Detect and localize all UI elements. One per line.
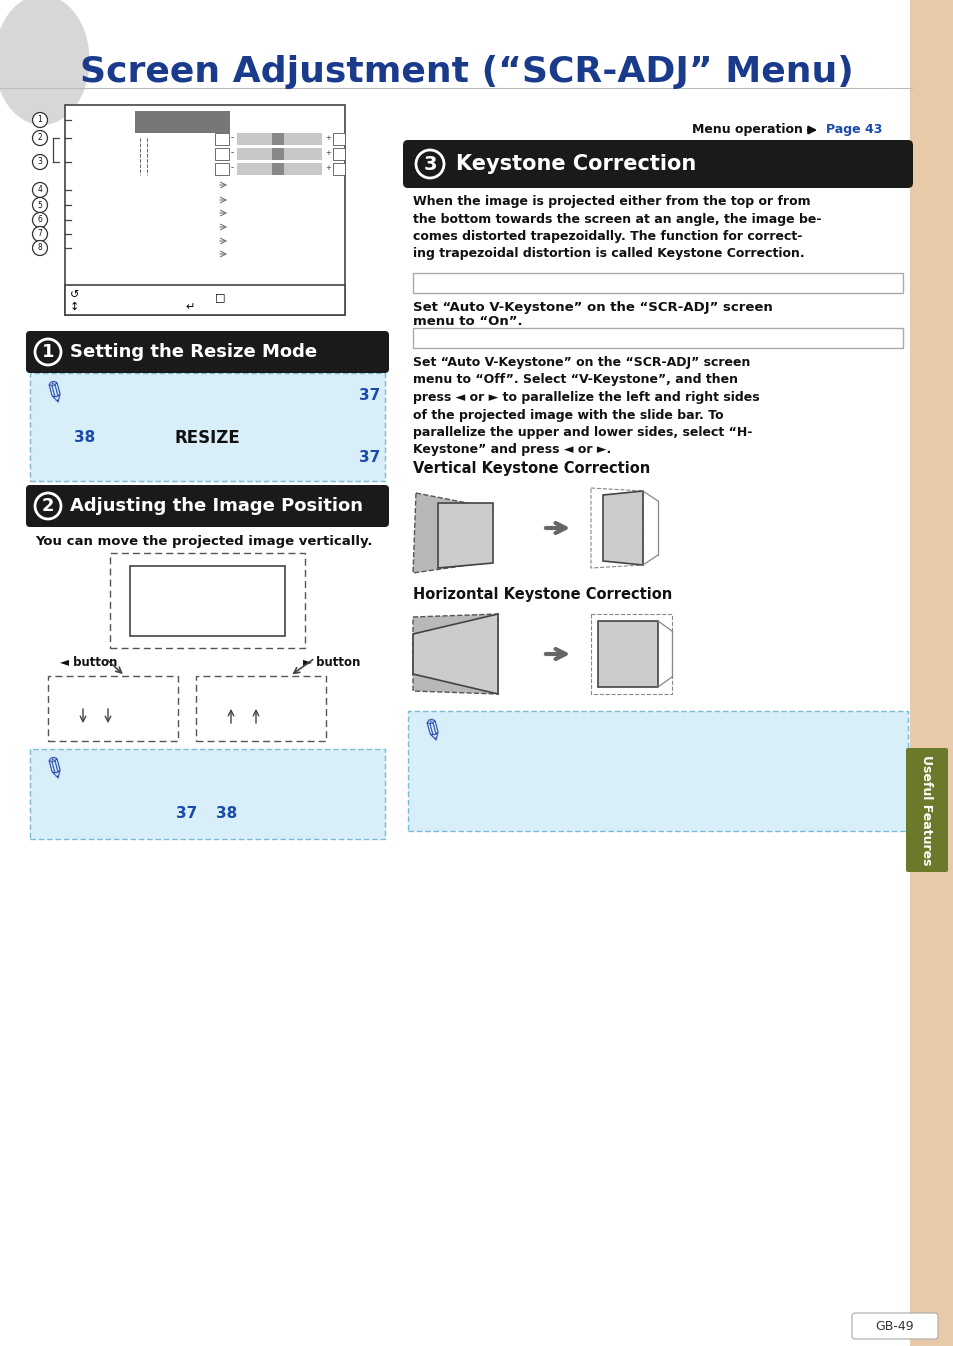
Text: Menu operation: Menu operation bbox=[691, 124, 802, 136]
Bar bbox=[408, 711, 907, 830]
Bar bbox=[909, 0, 953, 1346]
Bar bbox=[65, 285, 345, 315]
Text: Adjusting the Image Position: Adjusting the Image Position bbox=[70, 497, 363, 516]
Circle shape bbox=[416, 149, 443, 178]
Bar bbox=[272, 133, 284, 145]
Bar bbox=[65, 105, 345, 315]
Circle shape bbox=[32, 226, 48, 241]
FancyBboxPatch shape bbox=[26, 485, 389, 528]
Text: 2: 2 bbox=[42, 497, 54, 516]
Text: Page 43: Page 43 bbox=[825, 124, 882, 136]
FancyBboxPatch shape bbox=[905, 748, 947, 872]
Bar bbox=[413, 328, 902, 349]
Text: +: + bbox=[325, 149, 331, 156]
Bar bbox=[135, 110, 230, 133]
Text: -: - bbox=[231, 163, 233, 172]
Text: 38: 38 bbox=[74, 431, 95, 446]
Bar bbox=[236, 148, 322, 160]
Bar bbox=[30, 373, 385, 481]
Text: 37: 37 bbox=[359, 451, 380, 466]
Bar bbox=[214, 148, 229, 160]
Polygon shape bbox=[413, 614, 497, 695]
Bar bbox=[236, 163, 322, 175]
Text: Horizontal Keystone Correction: Horizontal Keystone Correction bbox=[413, 587, 672, 602]
Circle shape bbox=[32, 241, 48, 256]
Text: ✎: ✎ bbox=[413, 715, 447, 751]
FancyBboxPatch shape bbox=[851, 1312, 937, 1339]
Text: ◄ button: ◄ button bbox=[60, 656, 117, 669]
Circle shape bbox=[32, 213, 48, 227]
Text: 38: 38 bbox=[216, 806, 237, 821]
Bar bbox=[333, 148, 345, 160]
Polygon shape bbox=[602, 491, 642, 565]
Text: 37: 37 bbox=[359, 388, 380, 402]
Text: 5: 5 bbox=[37, 201, 42, 210]
Bar bbox=[130, 567, 285, 637]
Bar bbox=[214, 133, 229, 145]
Text: +: + bbox=[325, 135, 331, 141]
Text: ↕: ↕ bbox=[70, 302, 79, 312]
Text: menu to “On”.: menu to “On”. bbox=[413, 315, 522, 328]
Bar bbox=[413, 273, 902, 293]
Circle shape bbox=[32, 131, 48, 145]
Bar bbox=[333, 133, 345, 145]
Text: 1: 1 bbox=[42, 343, 54, 361]
Bar bbox=[110, 553, 305, 647]
Text: When the image is projected either from the top or from
the bottom towards the s: When the image is projected either from … bbox=[413, 195, 821, 261]
Polygon shape bbox=[413, 614, 497, 695]
Text: ↵: ↵ bbox=[185, 302, 194, 312]
Circle shape bbox=[32, 183, 48, 198]
Text: -: - bbox=[231, 133, 233, 143]
Text: 3: 3 bbox=[423, 155, 436, 174]
Text: 37: 37 bbox=[176, 806, 197, 821]
Bar bbox=[30, 748, 385, 839]
Text: 8: 8 bbox=[37, 244, 42, 253]
Text: RESIZE: RESIZE bbox=[174, 429, 239, 447]
Bar bbox=[214, 163, 229, 175]
Text: Set “Auto V-Keystone” on the “SCR-ADJ” screen: Set “Auto V-Keystone” on the “SCR-ADJ” s… bbox=[413, 302, 772, 314]
Ellipse shape bbox=[0, 0, 90, 125]
Text: -: - bbox=[231, 148, 233, 157]
Circle shape bbox=[35, 339, 61, 365]
Text: 4: 4 bbox=[37, 186, 42, 195]
Text: Setting the Resize Mode: Setting the Resize Mode bbox=[70, 343, 316, 361]
Circle shape bbox=[32, 155, 48, 170]
FancyBboxPatch shape bbox=[26, 331, 389, 373]
Text: Screen Adjustment (“SCR-ADJ” Menu): Screen Adjustment (“SCR-ADJ” Menu) bbox=[80, 55, 853, 89]
Text: Set “Auto V-Keystone” on the “SCR-ADJ” screen
menu to “Off”. Select “V-Keystone”: Set “Auto V-Keystone” on the “SCR-ADJ” s… bbox=[413, 355, 759, 456]
Circle shape bbox=[35, 493, 61, 520]
Text: Useful Features: Useful Features bbox=[920, 755, 933, 865]
Polygon shape bbox=[598, 621, 658, 686]
Text: 3: 3 bbox=[37, 157, 42, 167]
Text: GB-49: GB-49 bbox=[875, 1319, 913, 1333]
Text: ✎: ✎ bbox=[35, 377, 69, 413]
Text: 1: 1 bbox=[37, 116, 42, 124]
Text: ► button: ► button bbox=[302, 656, 359, 669]
Bar bbox=[272, 163, 284, 175]
Bar bbox=[333, 163, 345, 175]
Text: □: □ bbox=[214, 292, 225, 302]
FancyBboxPatch shape bbox=[402, 140, 912, 188]
Text: +: + bbox=[325, 166, 331, 171]
Bar bbox=[48, 676, 178, 742]
Text: ↺: ↺ bbox=[70, 289, 79, 300]
Bar bbox=[272, 148, 284, 160]
Text: ✎: ✎ bbox=[35, 752, 69, 789]
Bar bbox=[195, 676, 326, 742]
Text: 7: 7 bbox=[37, 230, 42, 238]
Text: You can move the projected image vertically.: You can move the projected image vertica… bbox=[35, 534, 372, 548]
Text: Vertical Keystone Correction: Vertical Keystone Correction bbox=[413, 460, 650, 476]
Text: Keystone Correction: Keystone Correction bbox=[456, 153, 696, 174]
Circle shape bbox=[32, 113, 48, 128]
Polygon shape bbox=[437, 503, 493, 568]
Circle shape bbox=[32, 198, 48, 213]
Text: 6: 6 bbox=[37, 215, 42, 225]
Polygon shape bbox=[413, 493, 493, 573]
Bar bbox=[236, 133, 322, 145]
Text: 2: 2 bbox=[37, 133, 42, 143]
